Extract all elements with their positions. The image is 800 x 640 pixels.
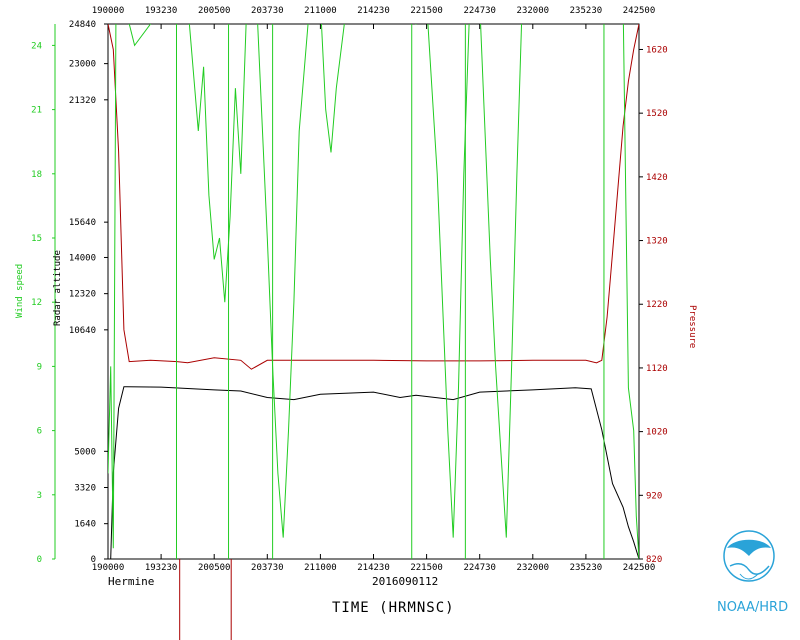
noaa-logo	[723, 530, 775, 582]
axes-layer: 190000 190000 193230 193230 200500 200500 2037…	[31, 6, 668, 573]
pressure-tick-label: 1420	[646, 173, 668, 183]
x-tick-label: 203730	[251, 563, 284, 573]
x-tick-label: 211000	[304, 563, 337, 573]
pressure-tick-label: 1020	[646, 428, 668, 438]
alt-tick-label: 15640	[69, 218, 96, 228]
series-radar-altitude-line	[108, 386, 639, 559]
storm-label: Hermine	[108, 575, 154, 588]
x-tick-label-top: 214230	[357, 6, 390, 16]
x-tick-label: 190000	[92, 563, 125, 573]
wind-tick-label: 3	[37, 491, 42, 501]
alt-tick-label: 10640	[69, 326, 96, 336]
x-tick-label: 224730	[463, 563, 496, 573]
series-layer	[108, 24, 639, 559]
logo-text: NOAA/HRD	[717, 600, 788, 615]
plot-frame	[107, 23, 640, 560]
alt-tick-label: 23000	[69, 60, 96, 70]
alt-tick-label: 12320	[69, 290, 96, 300]
x-tick-label-top: 200500	[198, 6, 231, 16]
x-tick-label: 200500	[198, 563, 231, 573]
wind-tick-label: 24	[31, 41, 42, 51]
x-tick-label-top: 224730	[463, 6, 496, 16]
wind-tick-label: 12	[31, 298, 42, 308]
wind-tick-label: 0	[37, 555, 42, 565]
pressure-tick-label: 1520	[646, 109, 668, 119]
x-tick-label-top: 232000	[517, 6, 550, 16]
text-layer: Hermine 2016090112 TIME (HRMNSC) Wind sp…	[15, 250, 788, 616]
x-axis-title: TIME (HRMNSC)	[332, 600, 455, 616]
pressure-axis-title: Pressure	[687, 305, 697, 348]
alt-tick-label: 24840	[69, 20, 96, 30]
x-tick-label-top: 190000	[92, 6, 125, 16]
pressure-tick-label: 1320	[646, 237, 668, 247]
extra-marks-layer	[179, 559, 232, 640]
wind-axis-title: Wind speed	[15, 264, 25, 318]
date-label: 2016090112	[372, 575, 438, 588]
wind-tick-label: 18	[31, 170, 42, 180]
x-tick-label: 193230	[145, 563, 178, 573]
alt-axis-title: Radar altitude	[53, 250, 63, 326]
alt-tick-label: 21320	[69, 96, 96, 106]
x-tick-label-top: 211000	[304, 6, 337, 16]
x-tick-label-top: 242500	[623, 6, 656, 16]
x-tick-label: 214230	[357, 563, 390, 573]
noaa-logo-bird-icon	[727, 539, 771, 556]
wind-tick-label: 6	[37, 427, 42, 437]
noaa-logo-wave-icon	[729, 563, 770, 575]
x-tick-label: 235230	[570, 563, 603, 573]
series-wind-speed-line	[108, 24, 639, 559]
alt-tick-label: 5000	[74, 447, 96, 457]
alt-tick-label: 14000	[69, 253, 96, 263]
noaa-logo-tail-icon	[739, 573, 759, 580]
alt-tick-label: 3320	[74, 483, 96, 493]
wind-tick-label: 15	[31, 234, 42, 244]
x-tick-label: 242500	[623, 563, 656, 573]
series-pressure-line	[108, 24, 639, 370]
x-tick-label-top: 193230	[145, 6, 178, 16]
x-tick-label-top: 221500	[410, 6, 443, 16]
wind-tick-label: 21	[31, 106, 42, 116]
pressure-tick-label: 1220	[646, 300, 668, 310]
x-tick-label: 221500	[410, 563, 443, 573]
x-tick-label: 232000	[517, 563, 550, 573]
pressure-tick-label: 820	[646, 555, 662, 565]
noaa-logo-ring	[723, 530, 775, 582]
pressure-tick-label: 1620	[646, 45, 668, 55]
wind-tick-label: 9	[37, 362, 42, 372]
pressure-tick-label: 1120	[646, 364, 668, 374]
alt-tick-label: 1640	[74, 520, 96, 530]
alt-tick-label: 0	[91, 555, 96, 565]
x-tick-label-top: 203730	[251, 6, 284, 16]
x-tick-label-top: 235230	[570, 6, 603, 16]
pressure-tick-label: 920	[646, 491, 662, 501]
